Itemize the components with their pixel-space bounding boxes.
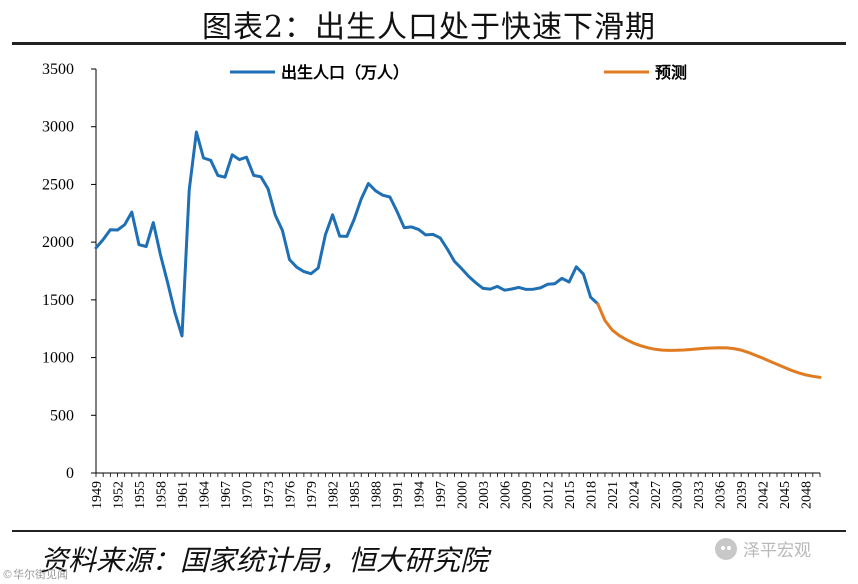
x-tick-label: 2045 <box>778 481 793 509</box>
watermark-text: ©华尔街见闻 <box>2 568 68 581</box>
x-tick-label: 1955 <box>133 481 148 509</box>
y-tick-label: 2000 <box>42 234 74 251</box>
series-line-birth-population <box>94 130 600 338</box>
x-tick-label: 2024 <box>628 481 643 509</box>
x-tick-label: 2039 <box>735 481 750 509</box>
x-tick-label: 2033 <box>692 481 707 509</box>
x-tick-label: 2030 <box>671 481 686 509</box>
birth-population-chart: 0 500 1000 1500 2000 2500 3000 3500 1949 1952 1955… <box>42 61 822 509</box>
x-tick-label: 2036 <box>714 481 729 509</box>
legend-label: 出生人口（万人） <box>281 63 409 82</box>
y-tick-label: 1000 <box>42 350 74 367</box>
x-tick-label: 1982 <box>327 481 342 509</box>
x-tick-label: 2006 <box>499 481 514 509</box>
source-note: 资料来源：国家统计局，恒大研究院 <box>40 544 489 577</box>
x-tick-label: 1976 <box>284 481 299 509</box>
x-tick-label: 1988 <box>370 481 385 509</box>
x-tick-label: 1967 <box>219 481 234 509</box>
x-tick-label: 2000 <box>456 481 471 509</box>
x-tick-label: 2048 <box>800 481 815 509</box>
x-tick-label: 1985 <box>348 481 363 509</box>
series-line-forecast <box>596 302 822 379</box>
chart-title: 图表2：出生人口处于快速下滑期 <box>201 10 657 45</box>
x-tick-label: 1973 <box>262 481 277 509</box>
y-tick-label: 500 <box>50 407 74 424</box>
wechat-watermark: 泽平宏观 <box>715 536 811 561</box>
x-tick-label: 1997 <box>434 481 449 509</box>
x-tick-label: 2012 <box>542 481 557 509</box>
x-tick-label: 2042 <box>757 481 772 509</box>
y-tick-label: 1500 <box>42 292 74 309</box>
x-tick-label: 1964 <box>198 481 213 509</box>
x-tick-label: 2018 <box>585 481 600 509</box>
x-tick-label: 1979 <box>305 481 320 509</box>
x-tick-label: 1958 <box>155 481 170 509</box>
title-divider <box>12 42 846 45</box>
wechat-label: 泽平宏观 <box>743 541 811 561</box>
x-tick-label: 2021 <box>606 481 621 509</box>
y-tick-label: 0 <box>66 465 74 482</box>
x-tick-label: 1991 <box>391 481 406 509</box>
x-tick-label: 1994 <box>413 481 428 509</box>
legend-label: 预测 <box>655 63 687 82</box>
x-tick-label: 1970 <box>241 481 256 509</box>
y-tick-label: 2500 <box>42 176 74 193</box>
y-tick-label: 3000 <box>42 119 74 136</box>
footer-divider <box>12 530 846 532</box>
wechat-icon <box>715 537 737 560</box>
x-tick-label: 2015 <box>563 481 578 509</box>
x-tick-label: 2003 <box>477 481 492 509</box>
x-tick-label: 2009 <box>520 481 535 509</box>
x-tick-label: 1952 <box>112 481 127 509</box>
x-tick-label: 1961 <box>176 481 191 509</box>
x-tick-label: 1949 <box>90 481 105 509</box>
x-tick-label: 2027 <box>649 481 664 509</box>
y-tick-label: 3500 <box>42 61 74 78</box>
